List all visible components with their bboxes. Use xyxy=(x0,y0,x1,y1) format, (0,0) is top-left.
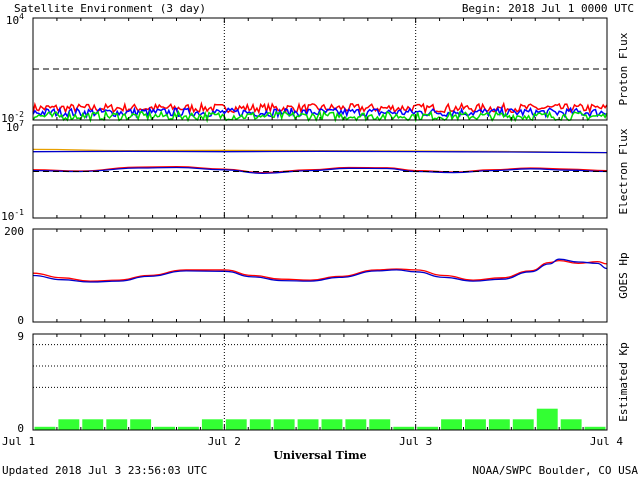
series-line-2 xyxy=(32,258,608,283)
series-line-4 xyxy=(32,166,608,174)
kp-bar xyxy=(321,419,343,430)
kp-bar xyxy=(225,419,247,430)
y-tick-label: 10-1 xyxy=(1,208,24,223)
kp-bar xyxy=(417,426,439,430)
chart-title: Satellite Environment (3 day) xyxy=(14,2,206,15)
x-tick-label: Jul 1 xyxy=(2,435,35,448)
kp-bar xyxy=(201,419,223,430)
kp-bar xyxy=(441,419,462,430)
kp-bar xyxy=(249,419,271,430)
y-tick-label: 0 xyxy=(17,422,24,435)
series-line-3 xyxy=(32,166,608,174)
y-tick-label: 0 xyxy=(17,314,24,327)
kp-bar xyxy=(106,419,128,430)
kp-bar xyxy=(58,419,80,430)
panel-label: Proton Flux xyxy=(617,32,630,105)
panel-label: GOES Hp xyxy=(617,252,630,298)
kp-bar xyxy=(536,408,558,430)
kp-bar xyxy=(154,426,175,430)
kp-bar xyxy=(34,426,56,430)
x-tick-label: Jul 2 xyxy=(208,435,241,448)
y-tick-exponent: -2 xyxy=(14,110,24,119)
y-tick-exponent: -1 xyxy=(14,208,24,217)
begin-time: Begin: 2018 Jul 1 0000 UTC xyxy=(462,2,634,15)
y-tick-exponent: 7 xyxy=(19,119,24,128)
kp-bar xyxy=(297,419,319,430)
panel-frame xyxy=(32,124,608,219)
panel-frame xyxy=(32,333,608,431)
kp-bar xyxy=(488,419,510,430)
y-tick-exponent: 4 xyxy=(19,12,24,21)
panel-label: Electron Flux xyxy=(617,128,630,214)
kp-bar xyxy=(82,419,104,430)
credit-text: NOAA/SWPC Boulder, CO USA xyxy=(472,464,638,477)
x-tick-label: Jul 4 xyxy=(590,435,623,448)
kp-bar xyxy=(369,419,391,430)
kp-bar xyxy=(345,419,367,430)
kp-bar xyxy=(560,419,582,430)
kp-bar xyxy=(130,419,152,430)
y-tick-label: 9 xyxy=(17,330,24,343)
x-tick-label: Jul 3 xyxy=(399,435,432,448)
kp-bar xyxy=(512,419,534,430)
series-line-1 xyxy=(32,259,608,282)
panel-label: Estimated Kp xyxy=(617,342,630,421)
kp-bar xyxy=(465,419,486,430)
kp-bar xyxy=(584,426,606,430)
panel-frame xyxy=(32,228,608,323)
updated-timestamp: Updated 2018 Jul 3 23:56:03 UTC xyxy=(2,464,207,477)
series-line-2 xyxy=(32,150,608,154)
kp-bar xyxy=(273,419,295,430)
y-tick-label: 107 xyxy=(6,119,24,134)
series-line-2 xyxy=(32,105,608,120)
y-tick-label: 200 xyxy=(4,225,24,238)
x-axis-label: Universal Time xyxy=(273,449,366,462)
y-tick-label: 104 xyxy=(6,12,24,27)
kp-bar xyxy=(178,426,199,430)
kp-bar xyxy=(393,426,415,430)
